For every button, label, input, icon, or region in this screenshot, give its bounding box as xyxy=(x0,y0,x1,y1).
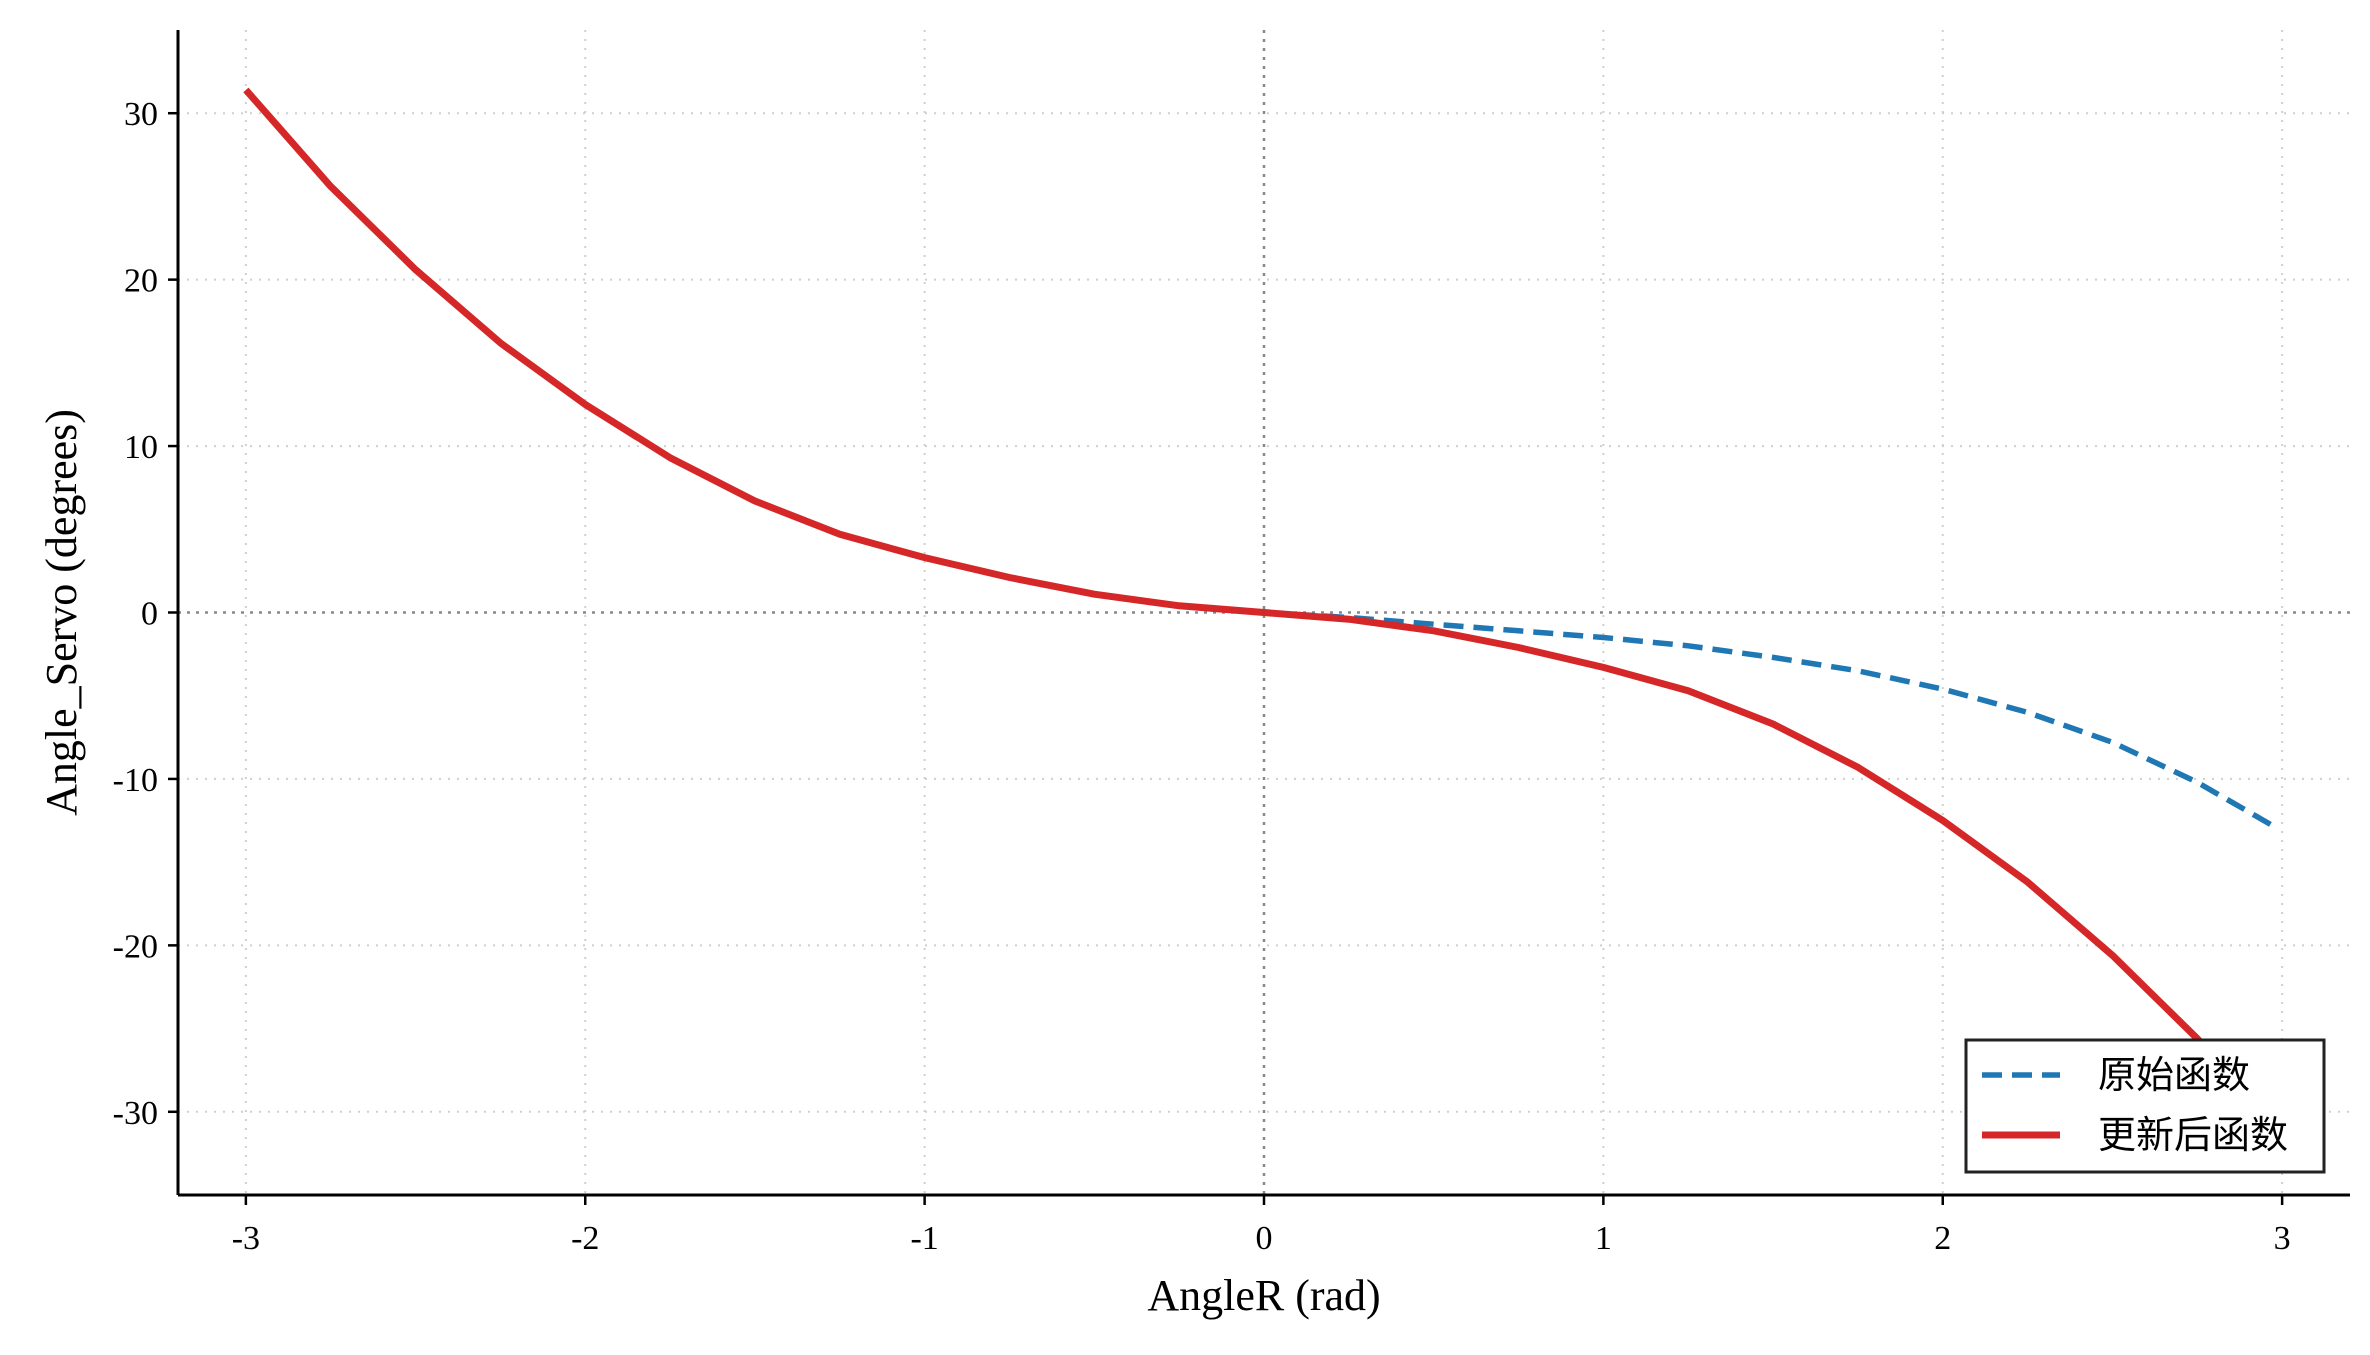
y-tick-label: 30 xyxy=(124,96,158,133)
series-lines xyxy=(243,87,2278,1125)
axes xyxy=(168,30,2350,1205)
legend-label-original: 原始函数 xyxy=(2098,1053,2250,1097)
y-tick-label: 10 xyxy=(124,429,158,466)
legend: 原始函数 更新后函数 xyxy=(1964,1038,2326,1174)
x-tick-label: -3 xyxy=(232,1220,260,1257)
x-tick-label: 3 xyxy=(2274,1220,2291,1257)
y-tick-label: -10 xyxy=(113,762,158,799)
y-tick-label: -20 xyxy=(113,928,158,965)
y-tick-label: -30 xyxy=(113,1095,158,1132)
x-tick-label: 2 xyxy=(1934,1220,1951,1257)
y-tick-label: 0 xyxy=(141,596,158,633)
x-tick-label: -2 xyxy=(571,1220,599,1257)
legend-box xyxy=(1964,1038,2326,1174)
series-line-updated xyxy=(243,87,2278,1125)
x-tick-label: 1 xyxy=(1595,1220,1612,1257)
legend-label-updated: 更新后函数 xyxy=(2098,1113,2288,1157)
y-tick-label: 20 xyxy=(124,263,158,300)
x-tick-label: 0 xyxy=(1256,1220,1273,1257)
x-tick-label: -1 xyxy=(910,1220,938,1257)
x-axis-title: AngleR (rad) xyxy=(1147,1271,1380,1320)
y-axis-title: Angle_Servo (degrees) xyxy=(37,409,86,816)
series-line-original xyxy=(1263,609,2277,830)
reference-lines xyxy=(178,30,2350,1195)
